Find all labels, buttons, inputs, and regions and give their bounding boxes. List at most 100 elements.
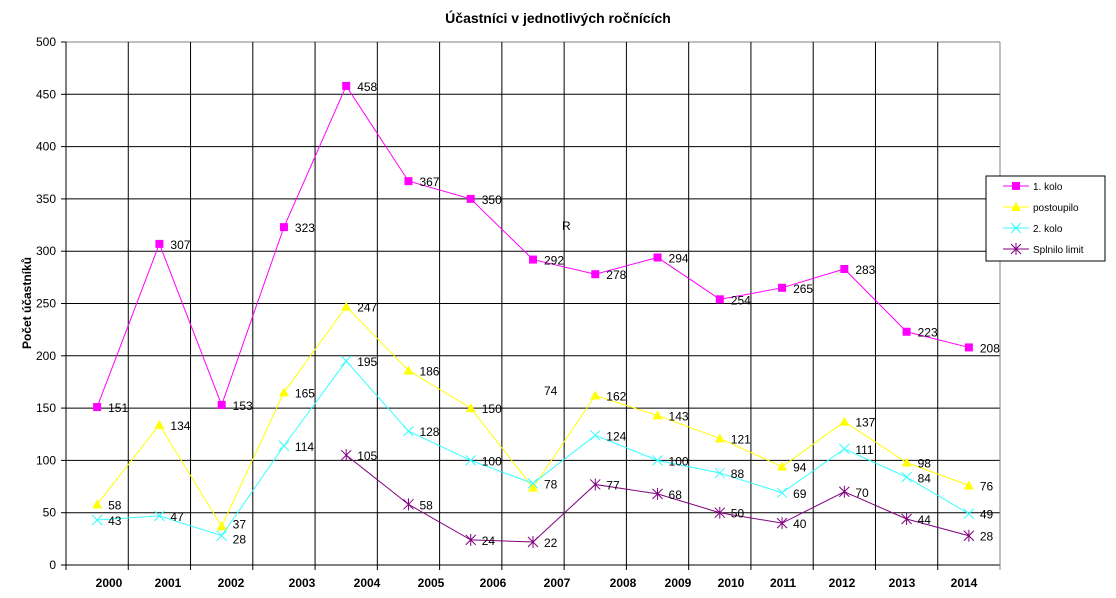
data-label: 150 <box>482 402 502 416</box>
square-marker <box>279 223 288 232</box>
square-marker <box>902 327 911 336</box>
data-label: 69 <box>793 487 807 501</box>
data-label: 165 <box>295 386 315 400</box>
data-label: 151 <box>108 401 128 415</box>
data-label: 43 <box>108 514 122 528</box>
data-label: 77 <box>606 478 620 492</box>
triangle-marker <box>216 521 227 531</box>
x-tick-label: 2012 <box>829 576 856 590</box>
data-label: 350 <box>482 193 502 207</box>
x-marker <box>403 425 414 437</box>
square-marker <box>964 343 973 352</box>
triangle-marker <box>901 457 912 467</box>
data-label: 294 <box>669 251 689 265</box>
data-label: 78 <box>544 477 558 491</box>
square-marker <box>715 295 724 304</box>
x-marker <box>91 514 103 526</box>
x-tick-label: 2014 <box>951 576 978 590</box>
star-marker <box>652 487 663 500</box>
x-marker <box>838 443 850 455</box>
legend-label: 2. kolo <box>1033 224 1063 235</box>
data-label: 44 <box>918 513 932 527</box>
series-1-kolo: 151 307 153 323 458 367 350 292 278 294 254 265 283 2… <box>93 80 1000 415</box>
data-label: 111 <box>855 443 874 457</box>
x-marker <box>901 471 912 483</box>
gridlines <box>65 41 1001 570</box>
y-tick-label: 50 <box>43 506 57 520</box>
chart-title: Účastníci v jednotlivých ročnících <box>445 9 671 26</box>
star-marker <box>1010 243 1022 255</box>
data-label: 208 <box>980 341 1000 355</box>
square-marker <box>653 253 662 262</box>
x-tick-label: 2004 <box>354 576 381 590</box>
data-label: 37 <box>233 518 247 532</box>
x-marker <box>589 429 601 441</box>
data-label: 121 <box>731 432 751 446</box>
triangle-marker <box>403 365 414 375</box>
data-label: 100 <box>669 454 689 468</box>
data-label: 124 <box>606 429 626 443</box>
y-tick-label: 450 <box>36 87 56 101</box>
x-marker <box>278 440 290 452</box>
data-label: 98 <box>918 456 932 470</box>
star-marker <box>901 512 912 525</box>
data-label: 28 <box>233 533 247 547</box>
triangle-marker <box>341 301 352 311</box>
data-label: 153 <box>233 399 253 413</box>
star-marker <box>963 529 975 542</box>
x-marker <box>776 487 788 499</box>
data-label: 70 <box>855 486 869 500</box>
x-marker <box>652 455 663 466</box>
y-axis-label: Počet účastníků <box>20 257 34 349</box>
data-label: 278 <box>606 268 626 282</box>
data-label: 100 <box>482 454 502 468</box>
series-layer: 151 307 153 323 458 367 350 292 278 294 254 265 283 2… <box>91 80 1000 550</box>
data-label: 114 <box>295 440 314 454</box>
series-2-kolo: 43 47 28 114 195 128 100 78 124 100 88 69 111 84 49 <box>91 355 994 547</box>
x-tick-label: 2000 <box>96 576 123 590</box>
data-label: 94 <box>793 461 807 475</box>
data-label: 68 <box>669 488 683 502</box>
data-label: 24 <box>482 534 496 548</box>
star-marker <box>714 506 726 519</box>
data-label: 47 <box>170 510 184 524</box>
data-label: 247 <box>357 301 377 315</box>
x-marker <box>1010 222 1022 234</box>
star-marker <box>589 478 601 491</box>
star-marker <box>403 498 414 511</box>
square-marker <box>155 239 164 248</box>
triangle-marker <box>777 461 788 471</box>
x-marker <box>154 510 165 522</box>
legend-label: 1. kolo <box>1033 182 1063 193</box>
triangle-marker <box>92 499 103 509</box>
data-label: 143 <box>669 409 689 423</box>
data-label: 137 <box>855 416 875 430</box>
triangle-marker <box>1011 202 1021 211</box>
x-marker <box>216 530 228 542</box>
series-splnilo-limit: 105 58 24 22 77 68 50 40 70 44 28 <box>340 449 994 550</box>
data-label: 186 <box>419 364 439 378</box>
data-label: 367 <box>419 175 439 189</box>
y-tick-label: 100 <box>36 453 56 467</box>
star-marker <box>465 533 477 546</box>
annotation-r: R <box>562 219 571 233</box>
legend-label: Splnilo limit <box>1033 245 1084 256</box>
data-label: 283 <box>855 263 875 277</box>
data-label: 76 <box>980 480 994 494</box>
series-line <box>96 84 969 408</box>
triangle-marker <box>154 419 165 429</box>
data-label: 40 <box>793 517 807 531</box>
triangle-marker <box>528 482 538 492</box>
series-line <box>96 305 970 528</box>
star-marker <box>340 449 352 462</box>
triangle-marker <box>963 480 974 490</box>
data-label: 22 <box>544 536 558 550</box>
x-tick-label: 2005 <box>418 576 445 590</box>
data-label: 162 <box>606 390 626 404</box>
x-tick-label: 2001 <box>155 576 182 590</box>
y-tick-label: 500 <box>36 35 56 49</box>
data-label: 223 <box>918 326 938 340</box>
data-label: 49 <box>980 508 994 522</box>
x-tick-label: 2009 <box>665 576 692 590</box>
